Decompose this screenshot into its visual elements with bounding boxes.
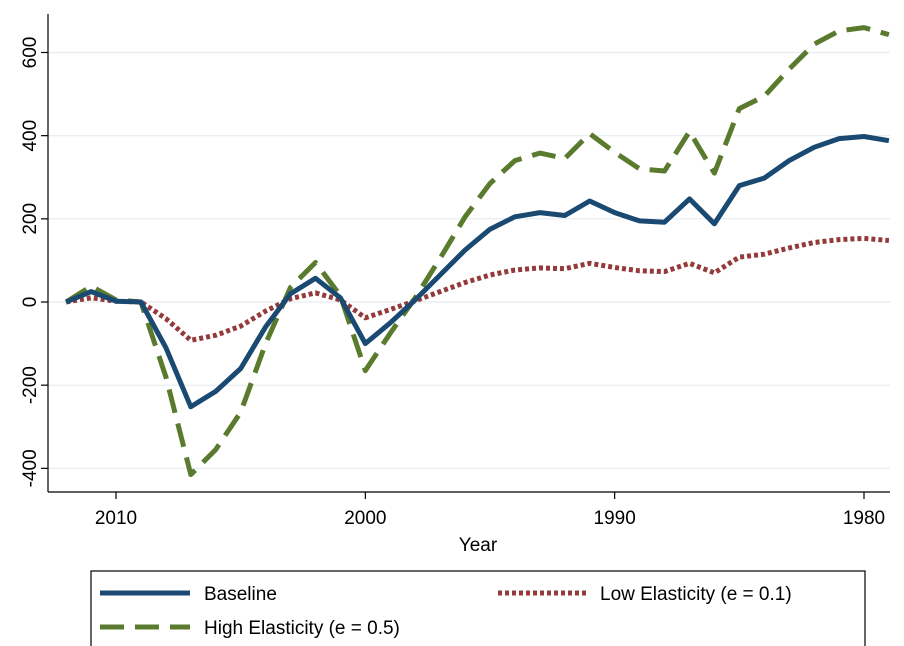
y-tick-label: -200 [20, 366, 41, 404]
x-axis-title: Year [459, 535, 498, 556]
x-axis-ticks: 2010 2000 1990 1980 [95, 492, 885, 529]
series-layer [64, 25, 890, 478]
legend-label-low-elasticity: Low Elasticity (e = 0.1) [600, 584, 792, 605]
y-tick-label: 400 [20, 120, 41, 152]
y-tick-label: 600 [20, 37, 41, 69]
gridlines [48, 51, 890, 469]
x-tick-label: 1980 [843, 508, 885, 529]
legend-box [90, 570, 866, 646]
x-tick-label: 2000 [344, 508, 386, 529]
axes [47, 14, 890, 493]
x-tick-label: 2010 [95, 508, 137, 529]
legend-label-baseline: Baseline [204, 584, 277, 605]
y-tick-label: -400 [20, 449, 41, 487]
series-line-baseline [65, 134, 890, 410]
series-line-low-elasticity [65, 235, 890, 343]
y-axis-ticks: -400 -200 0 200 400 600 [20, 37, 48, 487]
y-tick-label: 200 [20, 203, 41, 235]
y-tick-label: 0 [20, 297, 41, 308]
series-line-high-elasticity [64, 25, 890, 478]
legend: Baseline High Elasticity (e = 0.5) Low E… [90, 570, 866, 646]
x-tick-label: 1990 [594, 508, 636, 529]
legend-label-high-elasticity: High Elasticity (e = 0.5) [204, 618, 400, 639]
